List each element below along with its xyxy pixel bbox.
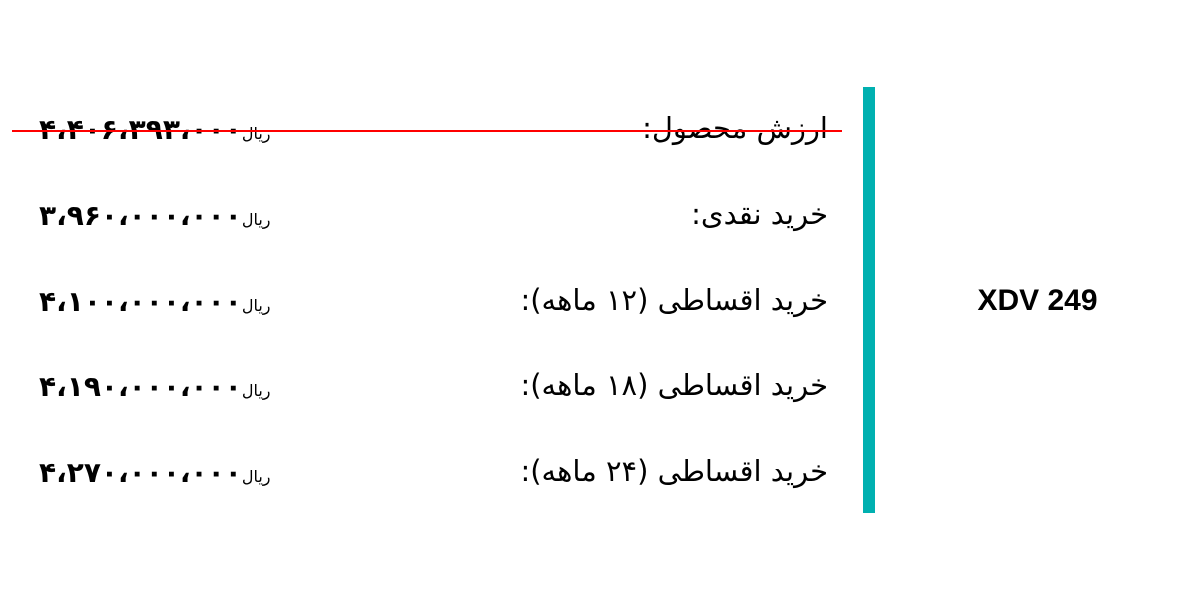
price-value: ۴،۴۰۶،۳۹۳،۰۰۰ <box>39 113 242 146</box>
price-value: ۴،۲۷۰،۰۰۰،۰۰۰ <box>39 456 242 489</box>
price-row-value: ارزش محصول: ریال۴،۴۰۶،۳۹۳،۰۰۰ <box>0 105 840 155</box>
row-label: خرید اقساطی (۱۲ ماهه): <box>520 283 828 317</box>
price-value: ۴،۱۰۰،۰۰۰،۰۰۰ <box>39 285 242 318</box>
price-value: ۳،۹۶۰،۰۰۰،۰۰۰ <box>39 199 242 232</box>
price-row-cash: خرید نقدی: ریال۳،۹۶۰،۰۰۰،۰۰۰ <box>0 191 840 241</box>
price-row-12-months: خرید اقساطی (۱۲ ماهه): ریال۴،۱۰۰،۰۰۰،۰۰۰ <box>0 277 840 327</box>
price-row-18-months: خرید اقساطی (۱۸ ماهه): ریال۴،۱۹۰،۰۰۰،۰۰۰ <box>0 362 840 412</box>
currency: ریال <box>241 381 271 400</box>
product-model: XDV 249 <box>977 284 1098 317</box>
currency: ریال <box>241 210 271 229</box>
strikethrough-line <box>12 130 842 132</box>
row-label: خرید نقدی: <box>691 197 828 231</box>
price-row-24-months: خرید اقساطی (۲۴ ماهه): ریال۴،۲۷۰،۰۰۰،۰۰۰ <box>0 448 840 498</box>
accent-divider <box>863 87 875 513</box>
row-price: ریال۴،۱۰۰،۰۰۰،۰۰۰ <box>35 285 271 318</box>
currency: ریال <box>241 296 271 315</box>
row-price: ریال۴،۴۰۶،۳۹۳،۰۰۰ <box>35 113 271 146</box>
row-label: ارزش محصول: <box>642 111 828 145</box>
row-price: ریال۴،۱۹۰،۰۰۰،۰۰۰ <box>35 370 271 403</box>
row-label: خرید اقساطی (۲۴ ماهه): <box>520 454 828 488</box>
price-value: ۴،۱۹۰،۰۰۰،۰۰۰ <box>39 370 242 403</box>
row-price: ریال۴،۲۷۰،۰۰۰،۰۰۰ <box>35 456 271 489</box>
currency: ریال <box>241 124 271 143</box>
row-price: ریال۳،۹۶۰،۰۰۰،۰۰۰ <box>35 199 271 232</box>
currency: ریال <box>241 467 271 486</box>
row-label: خرید اقساطی (۱۸ ماهه): <box>520 368 828 402</box>
